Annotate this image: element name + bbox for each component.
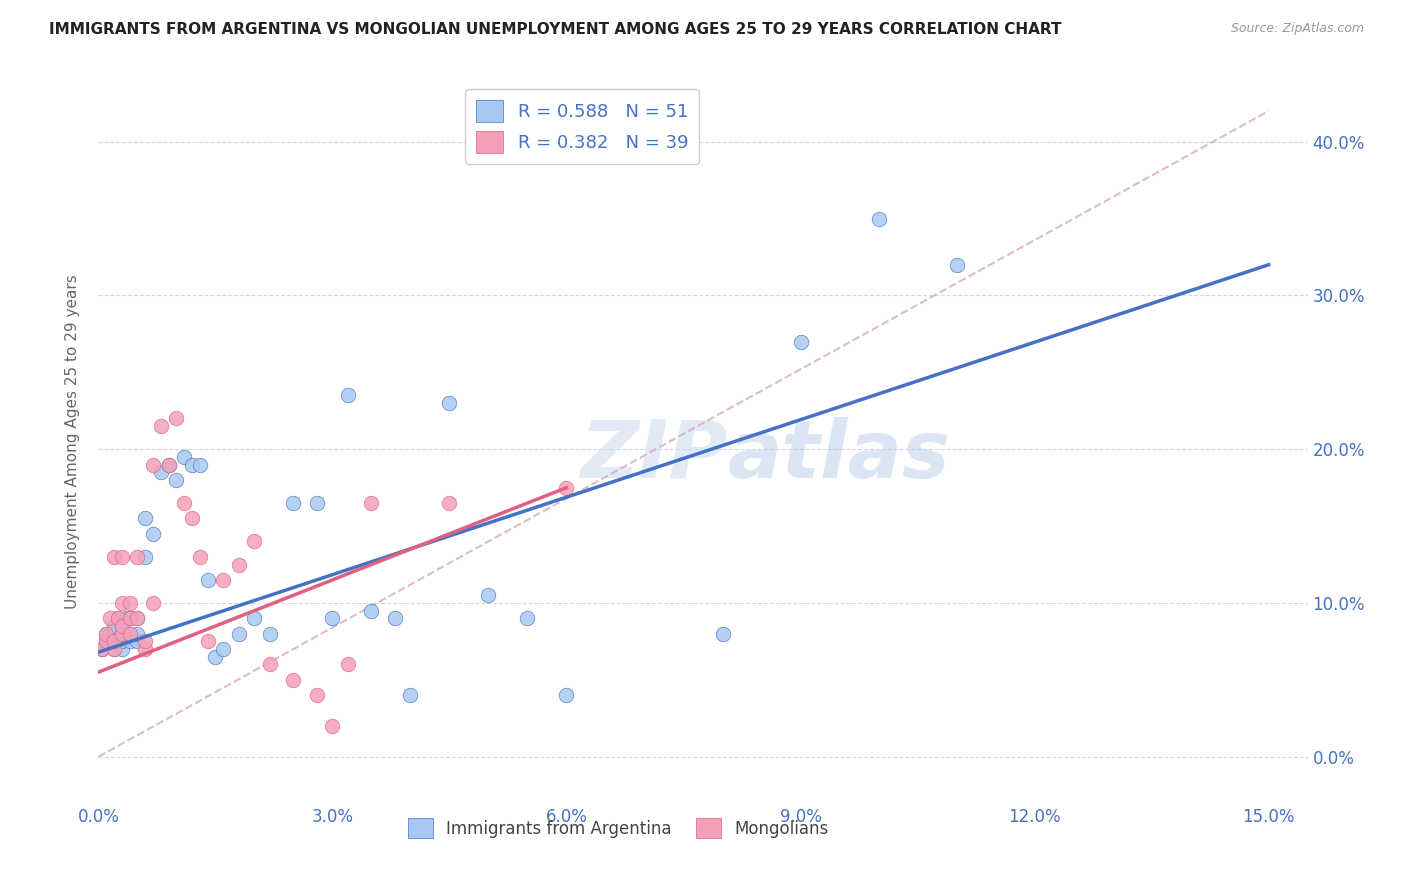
Point [157, 458, 180, 472]
Point [228, 558, 250, 572]
Point [118, 611, 141, 625]
Point [384, 611, 406, 625]
Point [96, 634, 118, 648]
Point [555, 481, 578, 495]
Point [127, 634, 149, 648]
Point [134, 549, 156, 564]
Point [321, 611, 343, 625]
Point [399, 688, 422, 702]
Text: IMMIGRANTS FROM ARGENTINA VS MONGOLIAN UNEMPLOYMENT AMONG AGES 25 TO 29 YEARS CO: IMMIGRANTS FROM ARGENTINA VS MONGOLIAN U… [49, 22, 1062, 37]
Point [243, 534, 266, 549]
Point [111, 626, 134, 640]
Text: atlas: atlas [727, 417, 950, 495]
Point [103, 642, 125, 657]
Point [103, 626, 125, 640]
Point [197, 634, 219, 648]
Point [477, 588, 499, 602]
Point [107, 611, 129, 625]
Point [127, 611, 149, 625]
Point [173, 450, 195, 464]
Point [228, 626, 250, 640]
Point [111, 596, 134, 610]
Y-axis label: Unemployment Among Ages 25 to 29 years: Unemployment Among Ages 25 to 29 years [65, 274, 80, 609]
Point [259, 626, 281, 640]
Point [945, 258, 967, 272]
Point [305, 496, 328, 510]
Point [165, 411, 187, 425]
Point [212, 573, 235, 587]
Point [98, 626, 121, 640]
Point [337, 657, 360, 672]
Point [149, 419, 172, 434]
Point [142, 458, 165, 472]
Point [127, 626, 149, 640]
Point [157, 458, 180, 472]
Point [103, 549, 125, 564]
Point [555, 688, 578, 702]
Point [111, 642, 134, 657]
Point [165, 473, 187, 487]
Point [118, 596, 141, 610]
Point [197, 573, 219, 587]
Point [439, 396, 461, 410]
Point [789, 334, 811, 349]
Point [711, 626, 734, 640]
Point [111, 619, 134, 633]
Point [173, 496, 195, 510]
Point [360, 496, 382, 510]
Point [134, 634, 156, 648]
Point [142, 596, 165, 610]
Point [96, 626, 118, 640]
Point [111, 619, 134, 633]
Point [360, 604, 382, 618]
Point [103, 634, 125, 648]
Point [259, 657, 281, 672]
Point [212, 642, 235, 657]
Point [91, 642, 114, 657]
Point [118, 611, 141, 625]
Point [305, 688, 328, 702]
Point [142, 526, 165, 541]
Point [118, 626, 141, 640]
Point [181, 458, 204, 472]
Legend: Immigrants from Argentina, Mongolians: Immigrants from Argentina, Mongolians [401, 812, 835, 845]
Point [134, 511, 156, 525]
Point [111, 634, 134, 648]
Point [134, 642, 156, 657]
Point [516, 611, 538, 625]
Point [439, 496, 461, 510]
Point [96, 634, 118, 648]
Point [111, 549, 134, 564]
Point [98, 611, 121, 625]
Point [321, 719, 343, 733]
Point [181, 511, 204, 525]
Point [91, 642, 114, 657]
Point [107, 611, 129, 625]
Point [188, 549, 211, 564]
Point [103, 634, 125, 648]
Point [96, 626, 118, 640]
Point [337, 388, 360, 402]
Point [98, 634, 121, 648]
Point [111, 626, 134, 640]
Point [127, 549, 149, 564]
Point [204, 649, 226, 664]
Point [283, 496, 305, 510]
Point [127, 611, 149, 625]
Point [114, 611, 136, 625]
Point [243, 611, 266, 625]
Point [103, 619, 125, 633]
Point [188, 458, 211, 472]
Point [118, 634, 141, 648]
Point [103, 642, 125, 657]
Text: ZIP: ZIP [579, 417, 727, 495]
Point [868, 211, 890, 226]
Point [283, 673, 305, 687]
Point [149, 465, 172, 479]
Point [118, 626, 141, 640]
Text: Source: ZipAtlas.com: Source: ZipAtlas.com [1230, 22, 1364, 36]
